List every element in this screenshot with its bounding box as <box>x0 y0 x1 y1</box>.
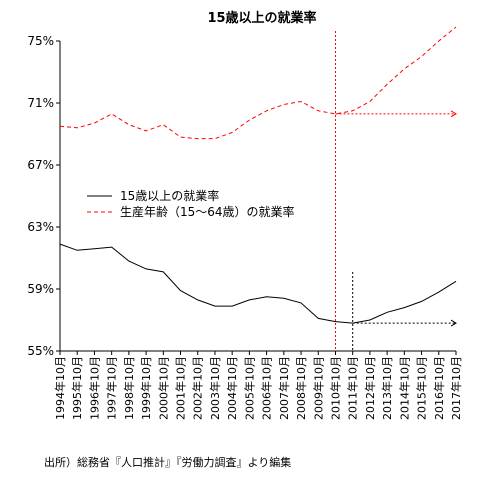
source-note: 出所）総務省『人口推計』『労働力調査』より編集 <box>44 455 291 469</box>
x-tick-label: 2000年10月 <box>156 356 170 420</box>
x-tick-label: 2013年10月 <box>380 356 394 420</box>
x-tick-label: 2012年10月 <box>363 356 377 420</box>
y-tick-label: 67% <box>27 158 54 172</box>
x-tick-label: 2015年10月 <box>415 356 429 420</box>
x-tick-label: 2014年10月 <box>397 356 411 420</box>
x-tick-label: 1998年10月 <box>122 356 136 420</box>
y-tick-label: 59% <box>27 282 54 296</box>
x-tick-label: 2001年10月 <box>174 356 188 420</box>
y-tick-label: 75% <box>27 34 54 48</box>
y-tick-label: 63% <box>27 220 54 234</box>
legend-label-total: 15歳以上の就業率 <box>120 188 219 203</box>
x-tick-label: 2002年10月 <box>191 356 205 420</box>
legend-label-working-age: 生産年齢（15～64歳）の就業率 <box>120 204 295 219</box>
x-tick-label: 2011年10月 <box>346 356 360 420</box>
x-tick-label: 1994年10月 <box>53 356 67 420</box>
y-tick-label: 55% <box>27 344 54 358</box>
x-tick-label: 1995年10月 <box>70 356 84 420</box>
x-tick-label: 2008年10月 <box>294 356 308 420</box>
x-tick-label: 1996年10月 <box>87 356 101 420</box>
x-tick-label: 2007年10月 <box>277 356 291 420</box>
x-tick-label: 2003年10月 <box>208 356 222 420</box>
legend: 15歳以上の就業率 生産年齢（15～64歳）の就業率 <box>87 188 295 219</box>
x-tick-label: 2006年10月 <box>260 356 274 420</box>
x-tick-label: 2010年10月 <box>328 356 342 420</box>
x-tick-label: 2017年10月 <box>449 356 463 420</box>
series-line-working-age <box>59 26 457 140</box>
x-tick-label: 2009年10月 <box>311 356 325 420</box>
y-tick-label: 71% <box>27 96 54 110</box>
x-tick-label: 2016年10月 <box>432 356 446 420</box>
x-tick-label: 2004年10月 <box>225 356 239 420</box>
plot-area: 55% 59% 63% 67% 71% 75% 1994年10月 1995年10月 1996年1… <box>27 26 463 420</box>
x-tick-label: 1997年10月 <box>105 356 119 420</box>
chart-title: 15歳以上の就業率 <box>207 10 316 26</box>
x-tick-label: 1999年10月 <box>139 356 153 420</box>
x-tick-label: 2005年10月 <box>242 356 256 420</box>
series-line-total <box>59 243 457 324</box>
